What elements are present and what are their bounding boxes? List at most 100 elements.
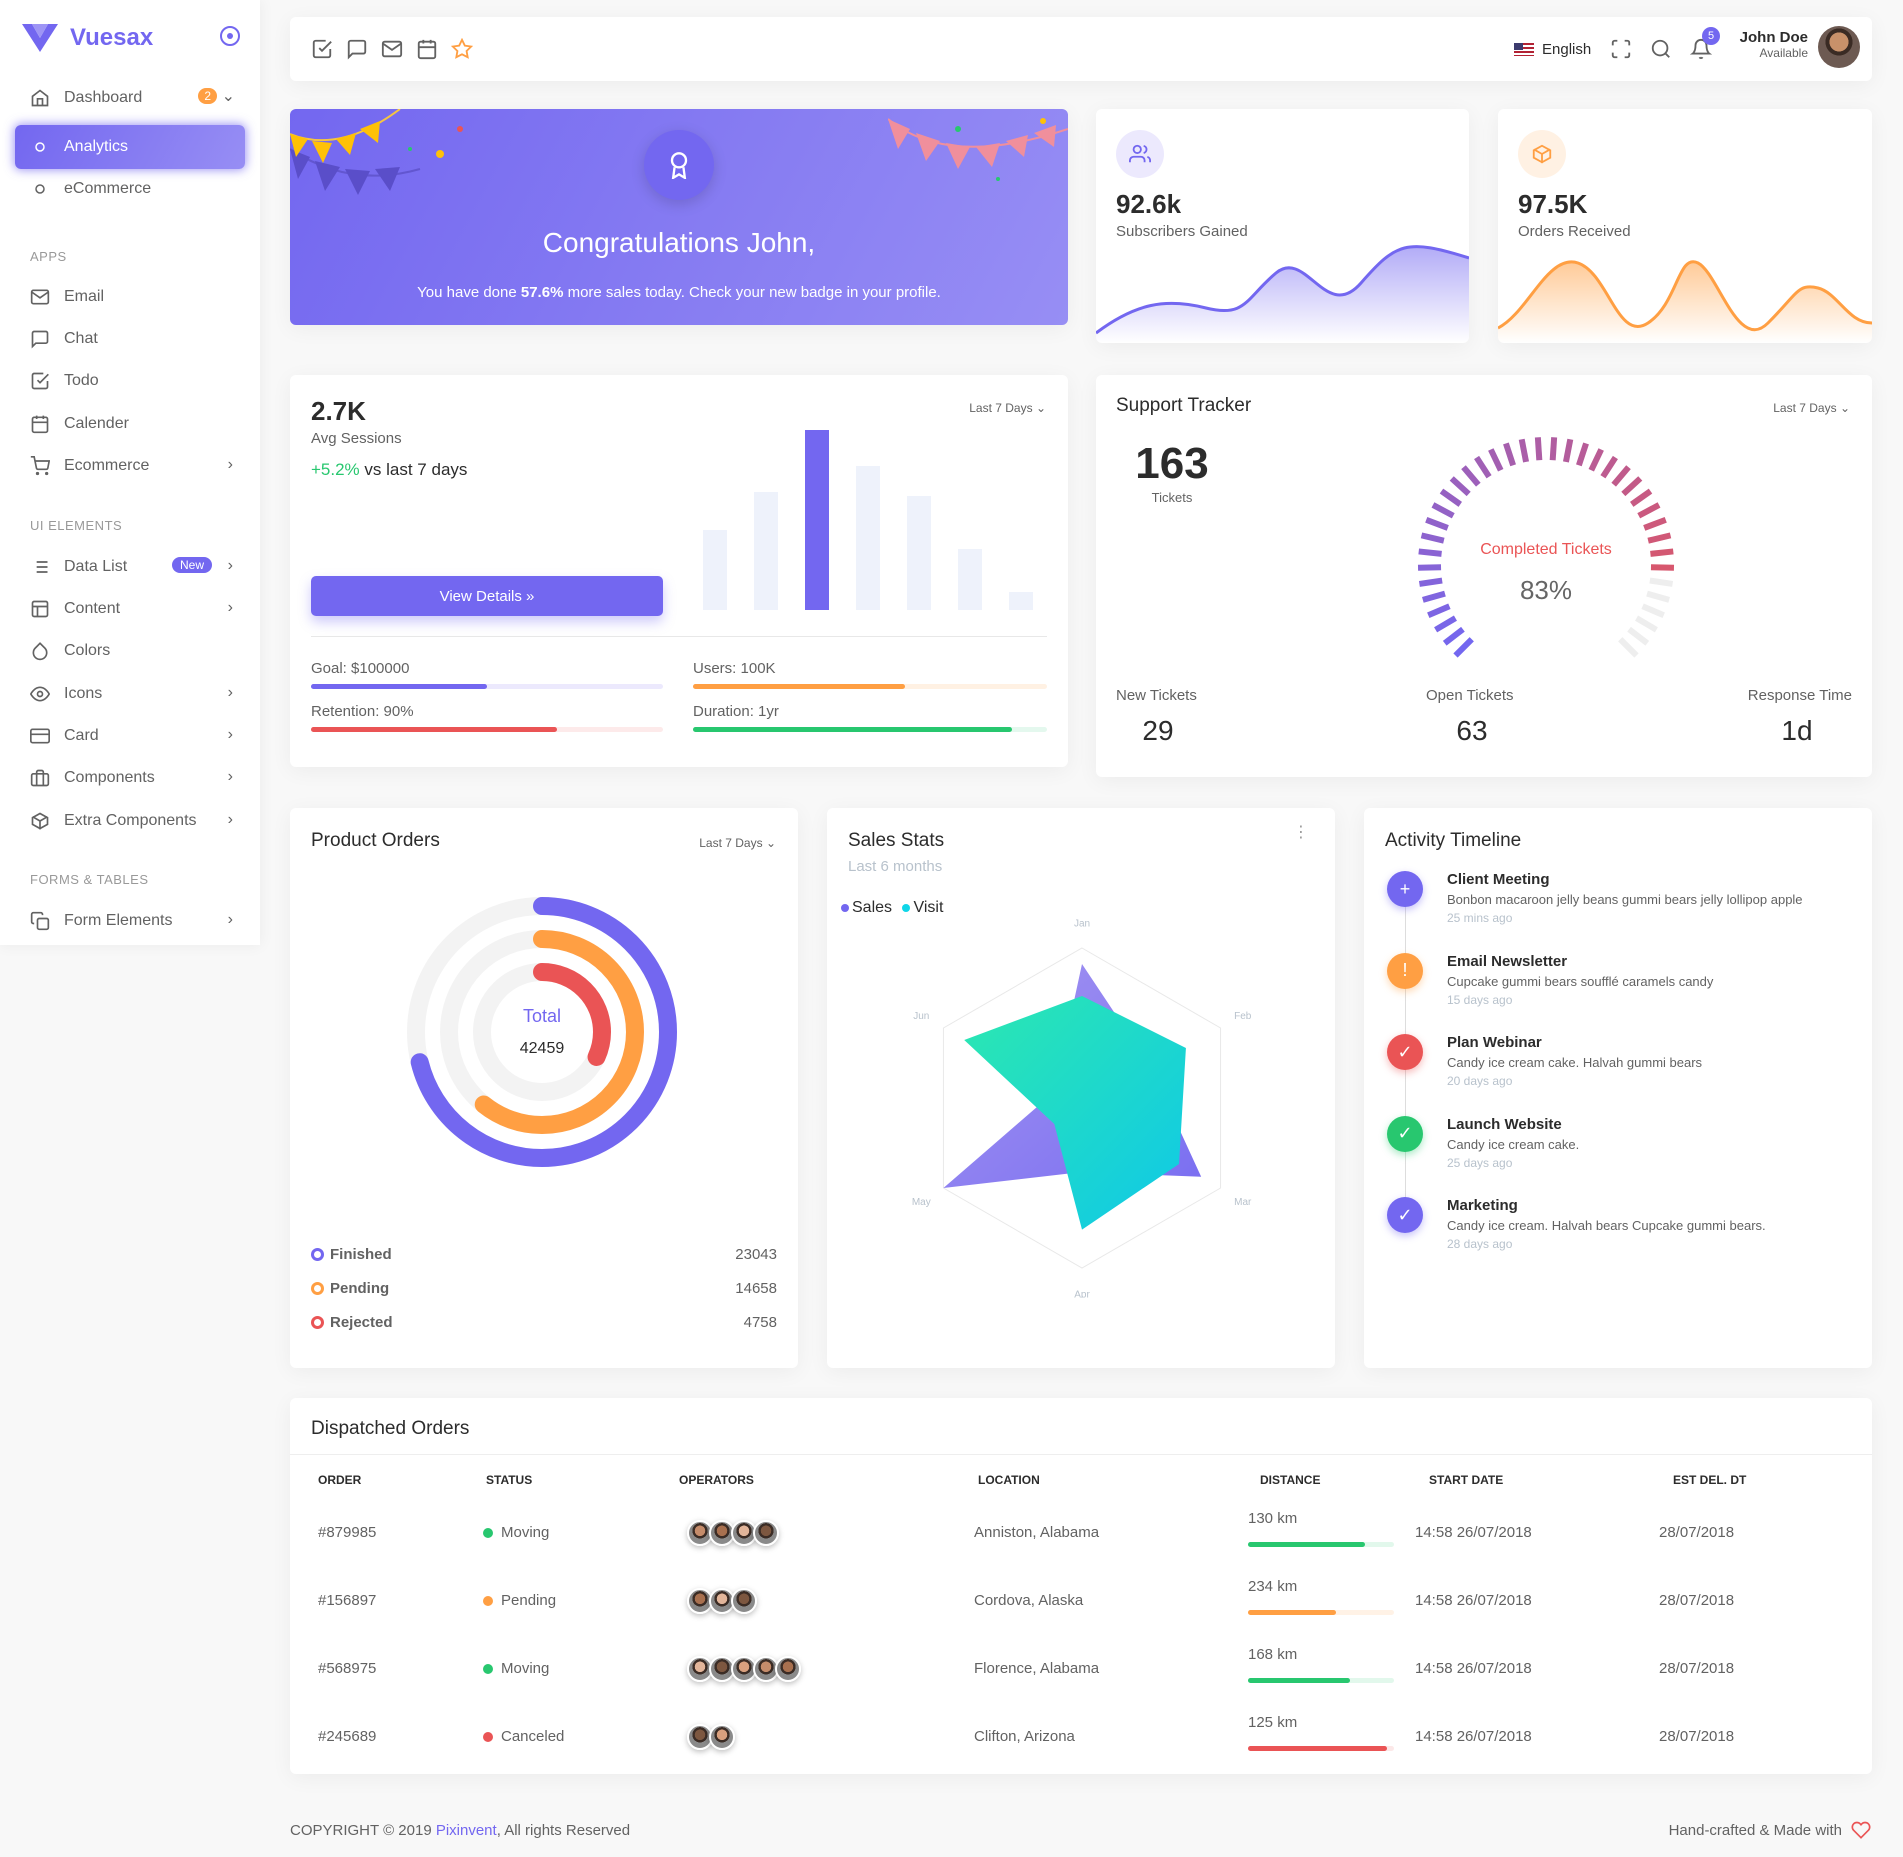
avatar[interactable] bbox=[1818, 26, 1860, 68]
search-icon[interactable] bbox=[1650, 38, 1672, 60]
new-tickets-label: New Tickets bbox=[1116, 687, 1197, 704]
orders-received-label: Orders Received bbox=[1518, 223, 1631, 240]
sidebar-item-ecommerce-sub[interactable]: eCommerce bbox=[15, 167, 245, 211]
sidebar-item-todo[interactable]: Todo bbox=[15, 359, 245, 403]
box-icon bbox=[30, 811, 50, 831]
table-row[interactable]: #156897 Pending Cordova, Alaska 234 km 14:58… bbox=[290, 1576, 1872, 1636]
chevron-down-icon: ⌄ bbox=[1839, 401, 1850, 415]
timeline-item: Client Meeting Bonbon macaroon jelly bean… bbox=[1447, 871, 1857, 925]
sidebar-item-icons[interactable]: Icons › bbox=[15, 672, 245, 716]
sidebar-pin-toggle-icon[interactable] bbox=[220, 26, 240, 46]
gauge-segment bbox=[1453, 637, 1474, 658]
sidebar-item-analytics[interactable]: Analytics bbox=[15, 125, 245, 169]
heart-icon bbox=[1851, 1821, 1871, 1839]
sidebar-item-label: Dashboard bbox=[64, 89, 143, 106]
status-dot-icon bbox=[483, 1528, 493, 1539]
operator-avatar[interactable] bbox=[709, 1724, 735, 1750]
sidebar-item-calender[interactable]: Calender bbox=[15, 402, 245, 446]
operator-avatar[interactable] bbox=[709, 1656, 735, 1682]
sidebar-item-content[interactable]: Content › bbox=[15, 587, 245, 631]
user-info[interactable]: John Doe Available bbox=[1740, 29, 1808, 60]
gauge-segment bbox=[1449, 476, 1471, 497]
gauge-segment bbox=[1611, 465, 1631, 487]
gauge-segment bbox=[1418, 548, 1442, 557]
notifications-button[interactable]: 5 bbox=[1689, 27, 1720, 60]
sidebar-item-email[interactable]: Email bbox=[15, 275, 245, 319]
view-details-button[interactable]: View Details » bbox=[311, 576, 663, 616]
sidebar-item-card[interactable]: Card › bbox=[15, 714, 245, 758]
legend-label: Sales bbox=[852, 899, 893, 916]
support-filter-dropdown[interactable]: Last 7 Days ⌄ bbox=[1773, 401, 1850, 415]
table-row[interactable]: #879985 Moving Anniston, Alabama 130 km 14:5… bbox=[290, 1508, 1872, 1568]
chat-icon[interactable] bbox=[346, 38, 368, 60]
table-header[interactable]: STATUS bbox=[486, 1473, 533, 1487]
table-header[interactable]: START DATE bbox=[1429, 1473, 1504, 1487]
check-square-icon[interactable] bbox=[311, 38, 333, 60]
rejected-legend-icon bbox=[311, 1316, 324, 1329]
star-icon[interactable] bbox=[451, 38, 473, 60]
company-link[interactable]: Pixinvent bbox=[435, 1822, 497, 1839]
status-label: Canceled bbox=[501, 1728, 565, 1745]
table-header[interactable]: LOCATION bbox=[978, 1473, 1040, 1487]
sidebar-item-dashboard[interactable]: Dashboard 2 ⌄ bbox=[15, 76, 245, 120]
copy-icon bbox=[30, 911, 50, 931]
tickets-label: Tickets bbox=[1151, 490, 1193, 505]
operator-avatar[interactable] bbox=[731, 1656, 757, 1682]
sidebar-item-data-list[interactable]: Data List New › bbox=[15, 545, 245, 589]
product-orders-title: Product Orders bbox=[311, 830, 440, 851]
divider bbox=[311, 636, 1047, 637]
table-header[interactable]: DISTANCE bbox=[1260, 1473, 1321, 1487]
gauge-segment bbox=[1643, 516, 1667, 531]
congrats-text-after: more sales today. Check your new badge i… bbox=[563, 284, 941, 301]
timeline-dot-icon: ✓ bbox=[1387, 1197, 1423, 1233]
sidebar-item-extra-components[interactable]: Extra Components › bbox=[15, 799, 245, 843]
congrats-text: You have done 57.6% more sales today. Ch… bbox=[290, 284, 1068, 301]
operator-avatar[interactable] bbox=[753, 1520, 779, 1546]
sidebar-item-form-elements[interactable]: Form Elements › bbox=[15, 899, 245, 943]
sidebar-item-colors[interactable]: Colors bbox=[15, 629, 245, 673]
product-orders-filter-dropdown[interactable]: Last 7 Days ⌄ bbox=[699, 836, 776, 850]
gauge-segment bbox=[1427, 603, 1451, 618]
product-orders-radial-chart bbox=[407, 897, 677, 1167]
sidebar-item-components[interactable]: Components › bbox=[15, 756, 245, 800]
sessions-filter-dropdown[interactable]: Last 7 Days ⌄ bbox=[969, 401, 1046, 415]
more-vertical-icon[interactable]: ⋮ bbox=[1293, 824, 1309, 841]
table-header[interactable]: ORDER bbox=[318, 1473, 362, 1487]
mail-icon[interactable] bbox=[381, 38, 403, 60]
item-value: 4758 bbox=[743, 1314, 777, 1331]
operator-avatar[interactable] bbox=[731, 1588, 757, 1614]
calendar-icon[interactable] bbox=[416, 38, 438, 60]
timeline-dot-icon: ! bbox=[1387, 952, 1423, 989]
sales-stats-card: Sales Stats Last 6 months ⋮ Sales Visit … bbox=[827, 808, 1335, 1368]
table-row[interactable]: #568975 Moving Florence, Alabama 168 km 14:5… bbox=[290, 1644, 1872, 1704]
chevron-right-icon: › bbox=[227, 684, 233, 701]
language-selector[interactable]: English bbox=[1514, 41, 1591, 58]
timeline-item-text: Candy ice cream cake. Halvah gummi bears bbox=[1447, 1055, 1703, 1070]
timeline-item-time: 28 days ago bbox=[1447, 1237, 1513, 1251]
table-row[interactable]: #245689 Canceled Clifton, Arizona 125 km 14:… bbox=[290, 1712, 1872, 1772]
duration-progress bbox=[693, 727, 1047, 732]
table-header[interactable]: EST DEL. DT bbox=[1673, 1473, 1747, 1487]
response-time-label: Response Time bbox=[1747, 687, 1852, 704]
radar-grid bbox=[942, 947, 1222, 1269]
sidebar: Vuesax Dashboard 2 ⌄ Analytics eCommerce… bbox=[0, 0, 260, 945]
decoration-right-icon bbox=[888, 118, 1068, 181]
chevron-right-icon: › bbox=[227, 811, 233, 828]
cart-icon bbox=[30, 456, 50, 476]
fullscreen-icon[interactable] bbox=[1610, 38, 1632, 60]
language-label: English bbox=[1542, 41, 1592, 58]
sidebar-item-chat[interactable]: Chat bbox=[15, 317, 245, 361]
sidebar-item-ecommerce[interactable]: Ecommerce › bbox=[15, 444, 245, 488]
location: Cordova, Alaska bbox=[974, 1592, 1084, 1609]
gauge-segment bbox=[1629, 488, 1653, 507]
operator-avatar[interactable] bbox=[775, 1656, 801, 1682]
list-item: Rejected 4758 bbox=[311, 1314, 777, 1348]
notifications-count-badge: 5 bbox=[1702, 27, 1720, 45]
table-header[interactable]: OPERATORS bbox=[679, 1473, 754, 1487]
sidebar-item-label: Card bbox=[64, 727, 99, 744]
operator-avatar[interactable] bbox=[687, 1520, 713, 1546]
chevron-right-icon: › bbox=[227, 768, 233, 785]
brand[interactable]: Vuesax bbox=[22, 20, 153, 56]
gauge-segment bbox=[1562, 438, 1574, 463]
order-id: #568975 bbox=[318, 1660, 377, 1677]
